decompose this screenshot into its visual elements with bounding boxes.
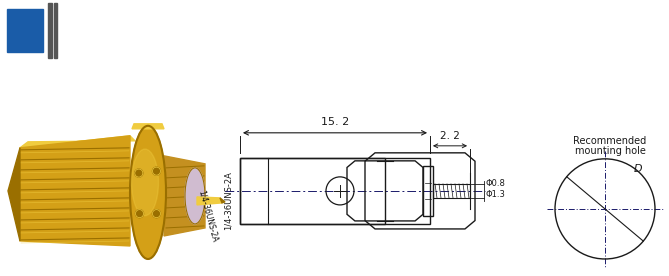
Circle shape [136,210,144,218]
Polygon shape [8,148,20,241]
Text: 15. 2: 15. 2 [321,117,349,127]
Text: 1/4-36UNS-2A: 1/4-36UNS-2A [223,171,233,230]
Circle shape [153,167,161,175]
Polygon shape [20,136,130,246]
Bar [7,9,43,52]
Bar [48,3,52,58]
Ellipse shape [185,168,205,224]
Polygon shape [197,197,222,205]
Text: Recommended: Recommended [573,136,647,146]
Text: Φ0.8: Φ0.8 [486,179,506,189]
Bar [423,166,433,216]
Text: mounting hole: mounting hole [575,146,646,156]
Text: D: D [634,164,643,174]
Bar [433,184,470,198]
Text: 2. 2: 2. 2 [440,131,460,141]
Circle shape [135,169,142,177]
Ellipse shape [132,149,159,216]
Polygon shape [164,156,205,236]
Circle shape [153,210,161,218]
Polygon shape [132,124,164,129]
Ellipse shape [130,126,166,259]
Polygon shape [220,198,225,203]
Text: Φ1.3: Φ1.3 [486,190,506,199]
Bar [54,3,57,58]
Bar [240,158,385,224]
Text: 1/4-36UNS-2A: 1/4-36UNS-2A [197,189,219,243]
Bar [240,158,430,224]
Polygon shape [20,136,135,148]
